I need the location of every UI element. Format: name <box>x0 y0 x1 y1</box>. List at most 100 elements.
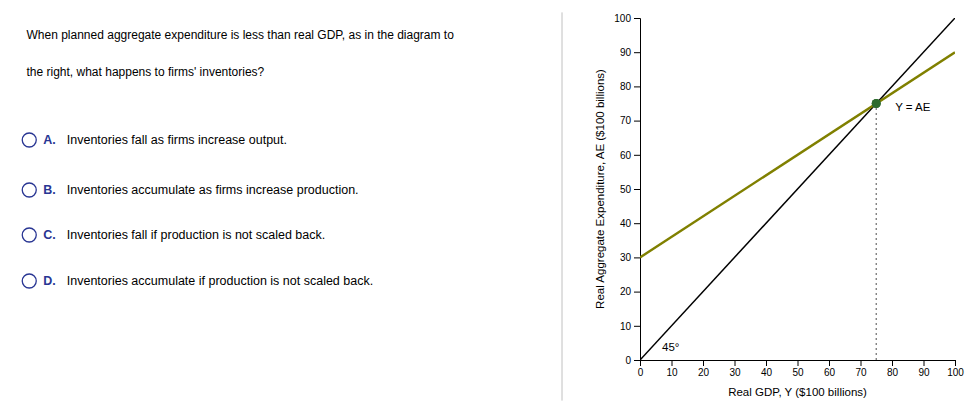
y-tick-mark <box>634 360 640 361</box>
x-tick: 10 <box>666 360 678 378</box>
annotation: Y = AE <box>895 101 931 113</box>
option-label: B. <box>43 183 56 197</box>
x-tick-label: 30 <box>729 367 741 378</box>
x-tick-mark <box>924 360 925 366</box>
series-line <box>876 104 877 361</box>
y-tick-mark <box>634 257 640 258</box>
radio-button[interactable] <box>22 133 36 147</box>
x-tick-label: 100 <box>947 367 964 378</box>
annotation: 45° <box>662 341 679 353</box>
plot-area <box>640 18 955 360</box>
x-axis-line <box>641 361 956 367</box>
divider <box>562 12 563 400</box>
y-tick-mark <box>634 326 640 327</box>
option-label: D. <box>43 274 56 288</box>
x-tick-label: 80 <box>887 367 899 378</box>
x-tick: 60 <box>824 360 836 378</box>
y-tick-label: 70 <box>620 115 632 126</box>
y-tick: 50 <box>620 184 640 195</box>
x-tick-mark <box>703 360 704 366</box>
question-text: the right, what happens to firms' invent… <box>27 65 265 79</box>
option-text: Inventories accumulate as firms increase… <box>67 183 359 197</box>
x-tick: 50 <box>792 360 804 378</box>
x-tick-label: 50 <box>792 367 804 378</box>
x-tick-label: 10 <box>666 367 678 378</box>
y-tick-mark <box>634 292 640 293</box>
series-line <box>640 52 955 257</box>
annotations: 45° Y = AE <box>662 101 931 354</box>
y-tick: 60 <box>620 150 640 161</box>
y-tick-label: 10 <box>620 321 632 332</box>
radio-button[interactable] <box>22 228 36 242</box>
y-tick-mark <box>634 18 640 19</box>
x-tick-mark <box>672 360 673 366</box>
y-axis: 0 10 20 30 40 50 60 70 80 90 100 <box>614 13 640 366</box>
option[interactable]: C. Inventories fall if production is not … <box>22 228 325 242</box>
y-tick-mark <box>634 189 640 190</box>
series-line <box>640 18 955 360</box>
x-axis-title: Real GDP, Y ($100 billions) <box>728 386 867 398</box>
option[interactable]: B. Inventories accumulate as firms increa… <box>22 183 358 197</box>
option-text: Inventories accumulate if production is … <box>67 274 373 288</box>
y-axis-title: Real Aggregate Expenditure, AE ($100 bil… <box>594 69 606 309</box>
point <box>872 99 881 108</box>
x-tick-mark <box>798 360 799 366</box>
x-tick-label: 90 <box>918 367 930 378</box>
page: When planned aggregate expenditure is le… <box>0 0 974 413</box>
y-tick-label: 20 <box>620 286 632 297</box>
y-tick: 0 <box>625 355 640 366</box>
y-tick-label: 80 <box>620 81 632 92</box>
y-tick: 90 <box>620 47 640 58</box>
radio-button[interactable] <box>22 274 36 288</box>
x-tick-mark <box>955 360 956 366</box>
y-tick: 80 <box>620 81 640 92</box>
x-tick-mark <box>735 360 736 366</box>
option-text: Inventories fall as firms increase outpu… <box>67 133 287 147</box>
y-axis-line <box>634 19 641 361</box>
y-tick-label: 100 <box>614 13 631 24</box>
x-tick-label: 20 <box>698 367 710 378</box>
x-tick: 70 <box>855 360 867 378</box>
y-tick: 20 <box>620 286 640 297</box>
x-tick-mark <box>829 360 830 366</box>
y-tick-mark <box>634 86 640 87</box>
y-tick: 30 <box>620 252 640 263</box>
x-tick: 20 <box>698 360 710 378</box>
question-text: When planned aggregate expenditure is le… <box>27 28 455 42</box>
x-tick-mark <box>892 360 893 366</box>
x-tick: 80 <box>887 360 899 378</box>
x-tick: 0 <box>638 360 644 378</box>
x-tick-label: 0 <box>638 367 644 378</box>
radio-button[interactable] <box>22 183 36 197</box>
point <box>872 99 881 108</box>
option-label: C. <box>43 228 56 242</box>
y-tick-label: 40 <box>620 218 632 229</box>
x-tick-mark <box>861 360 862 366</box>
question-panel: When planned aggregate expenditure is le… <box>22 28 454 288</box>
x-tick: 90 <box>918 360 930 378</box>
y-tick-mark <box>634 121 640 122</box>
y-tick-label: 0 <box>625 355 631 366</box>
x-tick: 30 <box>729 360 741 378</box>
y-tick-label: 90 <box>620 47 632 58</box>
y-tick: 100 <box>614 13 640 24</box>
y-tick-mark <box>634 155 640 156</box>
option[interactable]: D. Inventories accumulate if production i… <box>22 274 373 288</box>
x-tick: 40 <box>761 360 773 378</box>
option-text: Inventories fall if production is not sc… <box>67 228 325 242</box>
y-tick-mark <box>634 223 640 224</box>
y-tick: 70 <box>620 115 640 126</box>
y-tick-label: 30 <box>620 252 632 263</box>
option[interactable]: A. Inventories fall as firms increase out… <box>22 133 287 147</box>
x-tick-label: 60 <box>824 367 836 378</box>
x-tick-label: 70 <box>855 367 867 378</box>
x-tick-mark <box>766 360 767 366</box>
y-tick-mark <box>634 52 640 53</box>
x-tick: 100 <box>947 360 964 378</box>
y-tick: 40 <box>620 218 640 229</box>
option-label: A. <box>43 133 56 147</box>
y-tick-label: 50 <box>620 184 632 195</box>
y-tick: 10 <box>620 321 640 332</box>
x-tick-label: 40 <box>761 367 773 378</box>
y-tick-label: 60 <box>620 150 632 161</box>
